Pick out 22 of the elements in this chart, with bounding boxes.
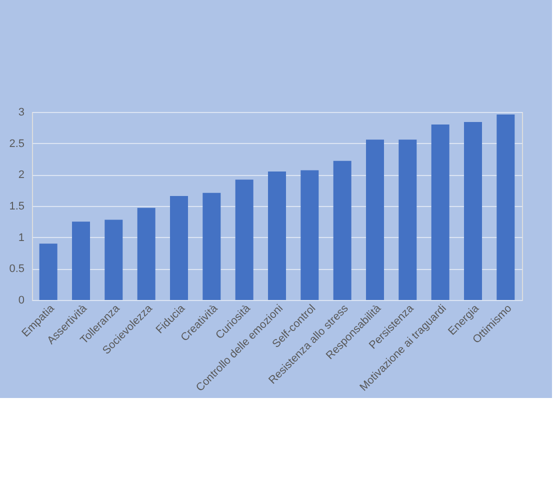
bar [333,160,352,300]
bar [366,140,384,300]
bar [268,172,286,300]
bar [496,114,515,300]
bar [104,220,123,300]
bar [170,196,188,300]
y-tick-label: 2.5 [9,138,24,150]
bar [398,140,417,300]
y-tick-label: 2 [18,169,24,182]
bar [72,222,90,300]
y-tick-label: 0.5 [9,263,24,276]
bar [464,122,482,300]
bar [202,192,221,300]
bar [137,208,156,300]
bar [39,244,58,300]
y-tick-label: 3 [18,106,24,118]
y-tick-label: 1.5 [9,200,24,212]
y-tick-label: 1 [18,232,24,244]
bar [300,170,319,300]
y-tick-label: 0 [18,294,24,306]
bar [431,124,450,300]
bar [235,180,254,300]
